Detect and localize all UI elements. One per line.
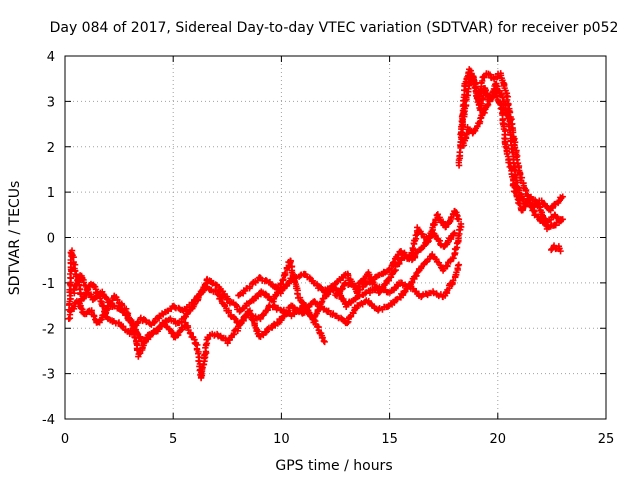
data-point bbox=[319, 334, 326, 341]
data-point bbox=[516, 200, 523, 208]
y-tick-label: -1 bbox=[42, 277, 55, 292]
data-point bbox=[324, 308, 331, 315]
x-tick-label: 20 bbox=[490, 432, 507, 447]
y-tick-label: 2 bbox=[47, 141, 55, 156]
y-tick-label: -3 bbox=[42, 368, 55, 383]
x-axis: 0 5 10 15 20 25 bbox=[61, 56, 614, 447]
data-point bbox=[443, 262, 451, 269]
x-tick-label: 25 bbox=[598, 432, 615, 447]
data-point bbox=[325, 307, 332, 314]
data-point bbox=[358, 299, 365, 307]
data-point bbox=[320, 337, 328, 345]
data-points bbox=[65, 66, 566, 382]
y-axis: -4 -3 -2 -1 0 1 2 3 4 bbox=[42, 50, 606, 428]
data-point bbox=[264, 306, 271, 314]
data-point bbox=[391, 285, 398, 292]
series-track-h bbox=[459, 88, 566, 233]
data-point bbox=[455, 216, 463, 223]
data-point bbox=[450, 230, 457, 238]
data-point bbox=[559, 193, 566, 200]
y-tick-label: 1 bbox=[47, 186, 55, 201]
data-point bbox=[182, 319, 189, 326]
data-point bbox=[90, 313, 98, 320]
data-point bbox=[350, 310, 357, 317]
data-point bbox=[190, 301, 198, 308]
data-point bbox=[262, 290, 269, 298]
data-point bbox=[371, 281, 378, 288]
data-point bbox=[347, 313, 355, 320]
x-tick-label: 0 bbox=[61, 432, 69, 447]
y-tick-label: 4 bbox=[47, 50, 55, 65]
data-point bbox=[137, 335, 144, 342]
x-axis-label: GPS time / hours bbox=[275, 458, 392, 474]
data-point bbox=[174, 331, 182, 339]
data-point bbox=[277, 290, 284, 297]
data-point bbox=[262, 329, 270, 336]
data-point bbox=[150, 319, 158, 327]
y-tick-label: -2 bbox=[42, 322, 55, 337]
data-point bbox=[369, 277, 376, 284]
data-point bbox=[134, 319, 142, 326]
series-track-c bbox=[67, 220, 465, 382]
data-point bbox=[559, 216, 566, 223]
data-point bbox=[135, 353, 142, 360]
data-point bbox=[78, 305, 85, 312]
chart-title: Day 084 of 2017, Sidereal Day-to-day VTE… bbox=[50, 20, 619, 36]
data-point bbox=[75, 299, 82, 306]
data-point bbox=[384, 303, 392, 310]
data-point bbox=[169, 330, 177, 337]
data-point bbox=[321, 338, 328, 346]
data-point bbox=[455, 261, 463, 268]
series-track-f bbox=[455, 71, 566, 214]
grid bbox=[65, 56, 606, 419]
x-tick-label: 15 bbox=[381, 432, 398, 447]
data-point bbox=[486, 98, 493, 105]
data-point bbox=[133, 329, 141, 337]
data-point bbox=[504, 102, 512, 109]
data-point bbox=[73, 281, 81, 289]
data-point bbox=[493, 93, 501, 100]
data-point bbox=[394, 282, 402, 290]
data-point bbox=[557, 247, 564, 255]
data-point bbox=[338, 286, 345, 293]
data-point bbox=[256, 274, 264, 281]
plot-frame bbox=[64, 55, 607, 420]
data-point bbox=[478, 100, 485, 108]
data-point bbox=[265, 293, 273, 300]
x-tick-label: 10 bbox=[273, 432, 290, 447]
data-point bbox=[390, 258, 398, 266]
data-point bbox=[451, 229, 458, 237]
data-point bbox=[507, 117, 514, 124]
y-tick-label: 3 bbox=[47, 95, 55, 110]
data-point bbox=[409, 244, 416, 252]
y-tick-label: -4 bbox=[42, 413, 55, 428]
data-point bbox=[506, 109, 513, 116]
data-point bbox=[71, 267, 79, 274]
data-point bbox=[402, 251, 410, 259]
x-tick-label: 5 bbox=[169, 432, 177, 447]
data-point bbox=[499, 94, 506, 101]
data-point bbox=[306, 274, 313, 281]
data-point bbox=[187, 330, 194, 337]
y-tick-label: 0 bbox=[47, 232, 55, 247]
data-point bbox=[391, 267, 398, 275]
data-point bbox=[420, 243, 427, 250]
data-point bbox=[344, 319, 351, 327]
data-point bbox=[281, 269, 289, 277]
series-track-e bbox=[235, 229, 458, 299]
data-point bbox=[303, 307, 311, 314]
data-point bbox=[450, 255, 457, 262]
y-axis-label: SDTVAR / TECUs bbox=[7, 181, 23, 296]
series-track-i bbox=[548, 242, 564, 255]
data-point bbox=[287, 259, 294, 266]
data-point bbox=[81, 292, 88, 300]
data-point bbox=[457, 220, 465, 228]
data-point bbox=[97, 297, 104, 305]
